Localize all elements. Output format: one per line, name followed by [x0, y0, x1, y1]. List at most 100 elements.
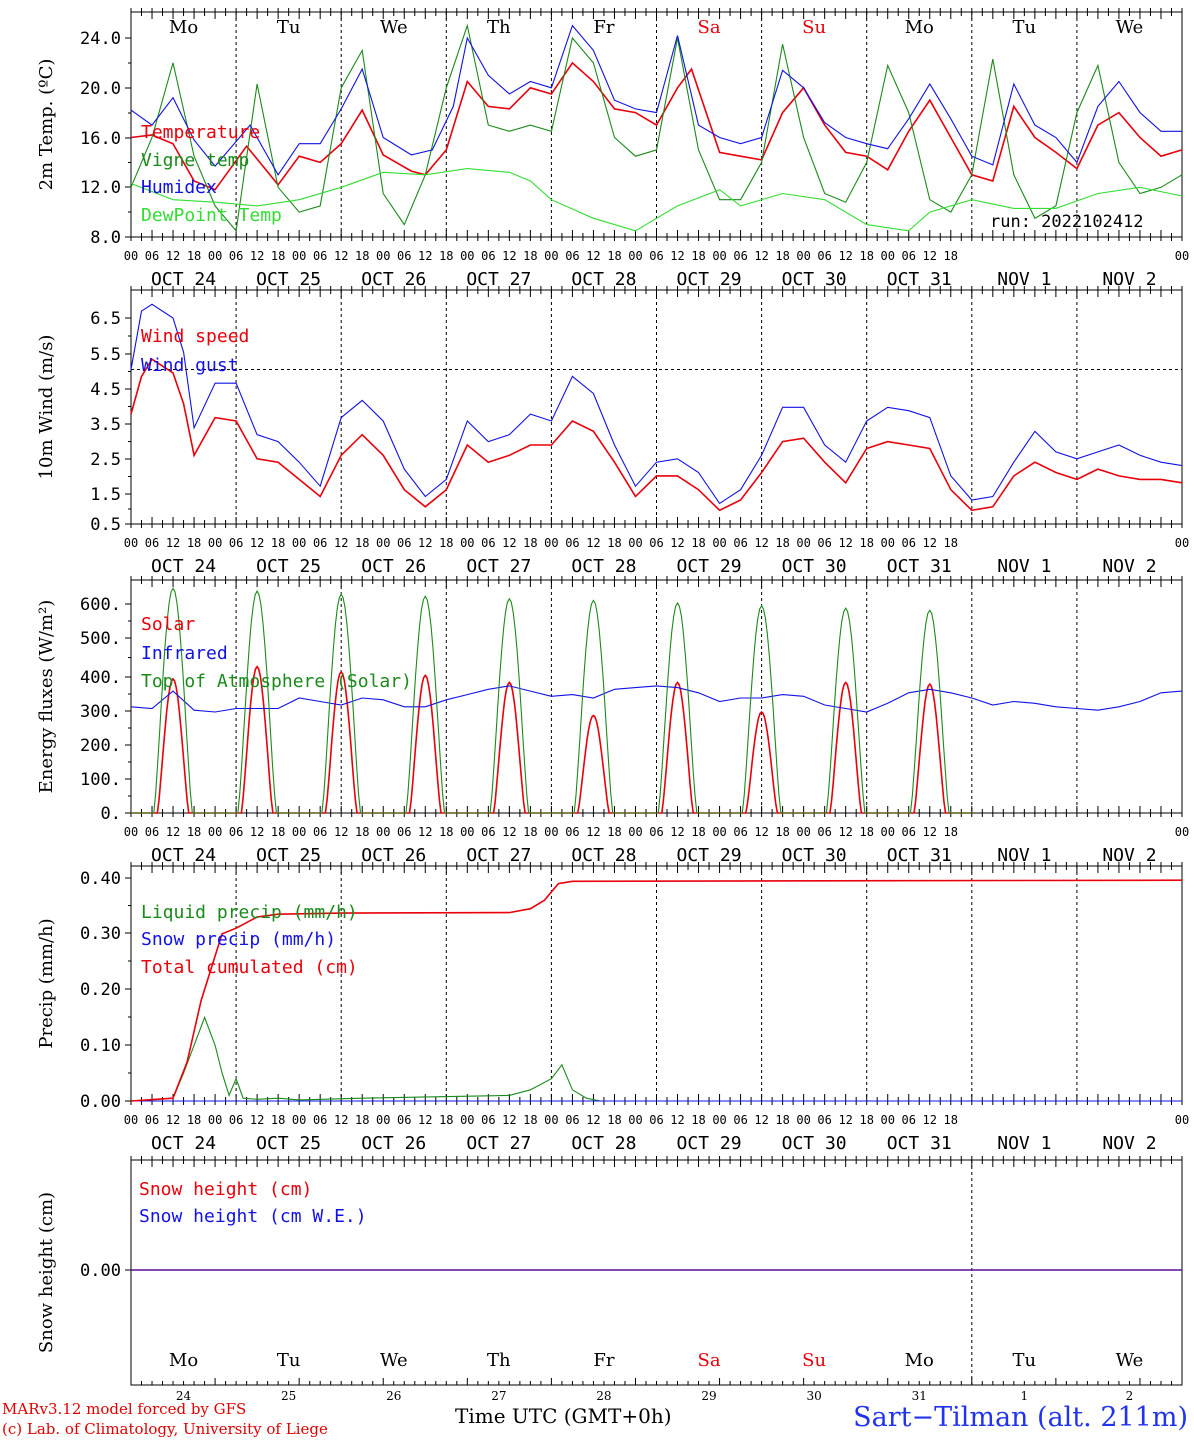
hour-label: 06	[481, 249, 495, 263]
hour-label: 06	[817, 1113, 831, 1127]
hour-label: 06	[229, 249, 243, 263]
weekday-label: We	[1116, 1350, 1144, 1371]
date-label: OCT 31	[887, 269, 952, 290]
y-axis-label: 10m Wind (m/s)	[36, 335, 57, 480]
meteogram-chart: 24.0 20.0 16.0 12.0 8.0 2m Temp. (ºC) Temperat…	[36, 8, 1189, 1400]
hour-label: 06	[902, 825, 916, 839]
hour-label: 00	[460, 1113, 474, 1127]
date-label: NOV 1	[997, 845, 1051, 866]
date-label: OCT 30	[782, 1133, 847, 1154]
hour-label: 18	[859, 249, 873, 263]
hour-label: 12	[334, 536, 348, 550]
series-line	[130, 168, 1183, 232]
hour-label: 00	[628, 1113, 642, 1127]
hour-label: 12	[838, 1113, 852, 1127]
hour-label: 06	[313, 1113, 327, 1127]
hour-label: 00	[460, 536, 474, 550]
hour-label: 18	[187, 1113, 201, 1127]
station-label: Sart−Tilman (alt. 211m)	[853, 1402, 1188, 1433]
hour-label: 00	[712, 536, 726, 550]
hour-label: 18	[271, 1113, 285, 1127]
hour-label: 12	[166, 825, 180, 839]
date-label: OCT 24	[151, 845, 216, 866]
date-label: OCT 26	[361, 269, 426, 290]
hour-label: 00	[712, 1113, 726, 1127]
weekday-label: Fr	[593, 1350, 614, 1371]
y-tick-label: 300.	[80, 702, 121, 722]
date-label: OCT 26	[361, 556, 426, 577]
hour-label: 06	[817, 825, 831, 839]
hour-label: 18	[944, 825, 958, 839]
hour-label: 12	[166, 249, 180, 263]
date-label: OCT 31	[887, 556, 952, 577]
legend-entry: Liquid precip (mm/h)	[141, 902, 358, 923]
hour-label: 12	[670, 825, 684, 839]
hour-label: 00	[880, 1113, 894, 1127]
hour-label: 18	[607, 536, 621, 550]
x-axis-title: Time UTC (GMT+0h)	[455, 1404, 672, 1428]
hour-label: 00	[880, 536, 894, 550]
day-number: 2	[1126, 1389, 1134, 1400]
y-tick-label: 8.0	[90, 228, 121, 248]
hour-label: 18	[691, 825, 705, 839]
date-label: NOV 2	[1102, 556, 1156, 577]
hour-label: 00	[124, 825, 138, 839]
weekday-label: Tu	[277, 1350, 301, 1371]
hour-label: 00	[376, 249, 390, 263]
y-tick-label: 0.00	[80, 1092, 121, 1112]
y-tick-label: 5.5	[90, 345, 121, 365]
hour-label: 06	[649, 1113, 663, 1127]
hour-label: 12	[838, 249, 852, 263]
y-tick-label: 100.	[80, 770, 121, 790]
hour-label: 18	[775, 536, 789, 550]
hour-label: 12	[754, 1113, 768, 1127]
legend-entry: Humidex	[141, 177, 217, 198]
weekday-label: Th	[487, 1350, 511, 1371]
hour-label: 18	[523, 249, 537, 263]
series-line	[130, 685, 1183, 713]
legend-entry: Temperature	[141, 122, 260, 143]
series-line	[131, 587, 972, 814]
hour-label: 12	[586, 536, 600, 550]
hour-label: 00	[376, 825, 390, 839]
weekday-label: Mo	[169, 1350, 198, 1371]
hour-label: 18	[187, 249, 201, 263]
hour-label: 18	[859, 825, 873, 839]
hour-label: 00	[208, 1113, 222, 1127]
date-label: OCT 28	[571, 556, 636, 577]
hour-label: 00	[376, 536, 390, 550]
hour-label: 06	[649, 825, 663, 839]
hour-label: 00	[1175, 825, 1189, 839]
day-number: 29	[701, 1389, 716, 1400]
hour-label: 06	[902, 536, 916, 550]
series-line	[130, 24, 1182, 176]
hour-label: 06	[313, 825, 327, 839]
day-number: 27	[491, 1389, 506, 1400]
hour-label: 06	[649, 536, 663, 550]
hour-label: 12	[838, 825, 852, 839]
hour-label: 06	[565, 249, 579, 263]
hour-label: 00	[124, 1113, 138, 1127]
hour-label: 12	[670, 249, 684, 263]
hour-label: 18	[944, 249, 958, 263]
hour-label: 00	[544, 536, 558, 550]
weekday-label: We	[380, 1350, 408, 1371]
hour-label: 18	[187, 536, 201, 550]
day-number: 26	[386, 1389, 401, 1400]
date-label: OCT 30	[782, 556, 847, 577]
hour-label: 00	[292, 1113, 306, 1127]
series-line	[130, 23, 1183, 233]
hour-label: 00	[208, 249, 222, 263]
date-label: OCT 27	[466, 269, 531, 290]
legend-entry: DewPoint Temp	[141, 205, 282, 226]
day-number: 1	[1021, 1389, 1029, 1400]
hour-label: 12	[166, 1113, 180, 1127]
hour-label: 06	[145, 249, 159, 263]
hour-label: 06	[565, 825, 579, 839]
y-tick-label: 0.00	[80, 1261, 121, 1281]
hour-label: 18	[523, 536, 537, 550]
hour-label: 12	[166, 536, 180, 550]
hour-label: 06	[817, 536, 831, 550]
hour-label: 12	[250, 249, 264, 263]
hour-label: 06	[313, 536, 327, 550]
